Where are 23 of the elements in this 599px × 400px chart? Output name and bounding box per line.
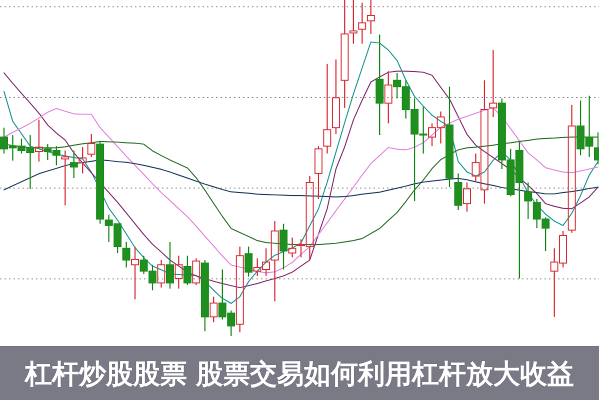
candlestick [270,220,279,302]
candlestick [288,236,296,258]
candlestick [174,255,183,290]
candlestick [376,34,384,136]
candlestick [157,259,166,288]
candlestick [384,70,392,124]
candlestick [358,2,366,44]
candlestick [192,258,200,286]
candlestick [131,246,140,300]
candlestick [34,119,43,162]
candlestick [323,63,332,154]
candlestick [122,241,130,268]
text: 杠杆炒股股票 股票交易如何利用杠杆放大收益 [24,359,574,390]
candlestick [568,104,576,234]
candlestick [340,0,349,108]
candlestick [78,146,87,174]
candlestick [70,150,78,179]
candlestick [446,86,454,188]
candlestick [489,49,498,118]
candlestick [366,0,375,35]
candlestick [349,0,358,44]
candlestick [524,182,532,220]
candlestick [454,172,462,211]
